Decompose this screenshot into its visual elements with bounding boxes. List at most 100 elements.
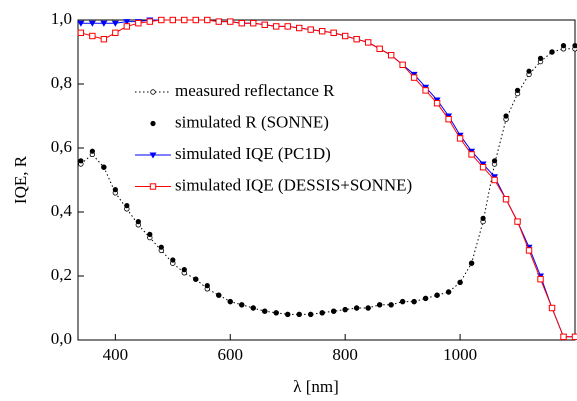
data-point xyxy=(525,247,533,254)
data-point xyxy=(422,87,429,94)
x-tick-label: 600 xyxy=(218,345,244,364)
data-point xyxy=(250,305,256,311)
data-point xyxy=(88,20,96,27)
data-point xyxy=(457,279,463,285)
data-point xyxy=(537,276,544,283)
series xyxy=(77,16,577,341)
y-tick-label: 1,0 xyxy=(51,9,72,28)
data-point xyxy=(342,307,348,313)
y-tick-label: 0,0 xyxy=(51,329,72,348)
legend-label: measured reflectance R xyxy=(175,81,335,100)
data-point xyxy=(285,311,291,317)
data-point xyxy=(410,74,418,81)
legend-item: simulated IQE (PC1D) xyxy=(135,144,331,163)
y-tick-label: 0,4 xyxy=(51,201,73,220)
data-point xyxy=(353,36,360,43)
data-point xyxy=(100,36,108,43)
legend-marker xyxy=(150,89,156,95)
data-point xyxy=(376,45,383,52)
data-point xyxy=(77,20,85,27)
data-point xyxy=(239,302,245,308)
data-point xyxy=(491,176,498,184)
data-point xyxy=(400,299,406,305)
data-point xyxy=(89,32,96,40)
data-point xyxy=(548,304,556,312)
data-point xyxy=(89,148,95,154)
data-point xyxy=(146,18,154,25)
data-point xyxy=(169,16,177,24)
legend-label: simulated R (SONNE) xyxy=(175,112,329,131)
legend-marker xyxy=(150,120,156,127)
y-tick-label: 0,2 xyxy=(51,265,72,284)
data-point xyxy=(445,116,452,123)
data-point xyxy=(537,55,544,62)
data-point xyxy=(273,310,279,316)
data-point xyxy=(284,23,291,30)
data-point xyxy=(491,158,498,164)
data-point xyxy=(238,20,245,27)
data-point xyxy=(261,21,268,29)
y-tick-label: 0,8 xyxy=(51,73,72,92)
x-tick-label: 1000 xyxy=(443,345,477,364)
legend-label: simulated IQE (DESSIS+SONNE) xyxy=(175,175,412,194)
data-point xyxy=(411,299,417,305)
data-point xyxy=(147,231,153,237)
data-point xyxy=(377,302,383,308)
data-point xyxy=(135,219,141,225)
data-point xyxy=(262,308,268,314)
x-tick-label: 800 xyxy=(332,345,358,364)
data-point xyxy=(445,289,452,295)
data-point xyxy=(549,49,555,55)
data-point xyxy=(387,52,395,59)
legend-marker xyxy=(149,152,157,159)
data-point xyxy=(480,215,486,221)
data-point xyxy=(77,29,85,37)
legend-item: measured reflectance R xyxy=(135,81,335,100)
data-point xyxy=(112,187,118,193)
data-point xyxy=(479,164,487,171)
data-point xyxy=(124,203,130,209)
data-point xyxy=(572,43,577,49)
data-point xyxy=(111,20,119,27)
data-point xyxy=(216,292,222,298)
y-axis-label: IQE, R xyxy=(11,155,30,204)
data-point xyxy=(227,18,234,25)
data-point xyxy=(434,292,440,298)
data-point xyxy=(571,333,577,341)
data-point xyxy=(123,19,131,26)
plot-frame xyxy=(77,19,576,341)
data-point xyxy=(468,151,475,158)
data-point xyxy=(341,32,349,40)
data-point xyxy=(308,311,314,317)
data-point xyxy=(388,302,394,308)
data-point xyxy=(468,260,475,266)
data-point xyxy=(181,16,188,24)
data-point xyxy=(307,26,314,33)
data-point xyxy=(101,164,107,170)
data-point xyxy=(560,333,567,341)
data-point xyxy=(204,16,211,24)
data-point xyxy=(215,18,222,25)
legend-item: simulated R (SONNE) xyxy=(150,112,329,131)
data-point xyxy=(423,295,429,301)
data-point xyxy=(123,23,131,30)
data-point xyxy=(514,218,521,225)
data-point xyxy=(193,276,199,282)
data-point xyxy=(502,196,510,203)
data-point xyxy=(78,158,84,164)
y-tick-label: 0,6 xyxy=(51,137,72,156)
data-point xyxy=(204,283,210,289)
data-point xyxy=(135,20,142,27)
data-point xyxy=(399,61,406,68)
legend-item: simulated IQE (DESSIS+SONNE) xyxy=(135,175,412,194)
x-tick-label: 400 xyxy=(103,345,129,364)
data-point xyxy=(503,113,509,119)
data-point xyxy=(319,310,325,316)
data-point xyxy=(192,16,199,24)
data-point xyxy=(158,244,164,250)
data-point xyxy=(273,23,280,30)
legend-marker xyxy=(149,183,157,190)
data-point xyxy=(526,68,532,74)
data-point xyxy=(296,24,303,32)
